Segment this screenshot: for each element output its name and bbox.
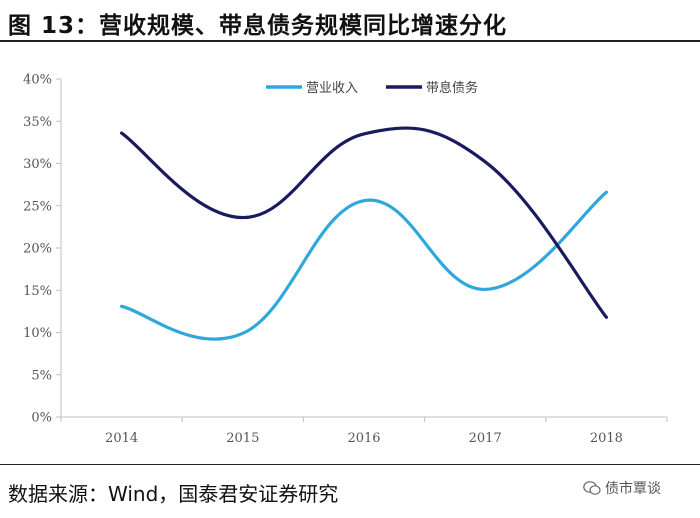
wechat-icon [583, 481, 601, 495]
y-tick-label: 20% [23, 242, 52, 257]
chart-area: 0% 5% 10% 15% 20% 25% 30% 35% 40% 2014 2015 2016 201… [0, 42, 700, 462]
x-tick-label: 2018 [590, 431, 623, 446]
series-line-2 [120, 126, 608, 319]
x-tick-label: 2014 [105, 431, 138, 446]
legend-label-2: 带息债务 [426, 80, 478, 96]
y-tick-label: 5% [31, 368, 52, 383]
y-tick-label: 30% [23, 157, 52, 172]
x-tick-label: 2015 [226, 431, 259, 446]
series-line-1 [120, 190, 608, 341]
figure-title: 图 13：营收规模、带息债务规模同比增速分化 [8, 13, 508, 39]
line-chart: 0% 5% 10% 15% 20% 25% 30% 35% 40% 2014 2015 2016 201… [23, 73, 668, 446]
y-tick-label: 35% [23, 115, 52, 130]
watermark: 债市覃谈 [583, 478, 661, 498]
y-tick-label: 15% [23, 284, 52, 299]
y-tick-label: 25% [23, 199, 52, 214]
x-tick-label: 2016 [347, 431, 380, 446]
y-tick-label: 40% [23, 73, 52, 88]
bottom-rule [0, 464, 700, 465]
top-rule [0, 40, 700, 42]
y-tick-label: 10% [23, 326, 52, 341]
watermark-text: 债市覃谈 [605, 481, 661, 497]
data-source: 数据来源：Wind，国泰君安证券研究 [8, 482, 339, 506]
x-tick-label: 2017 [469, 431, 502, 446]
legend-label-1: 营业收入 [306, 81, 358, 96]
y-tick-label: 0% [31, 411, 52, 426]
